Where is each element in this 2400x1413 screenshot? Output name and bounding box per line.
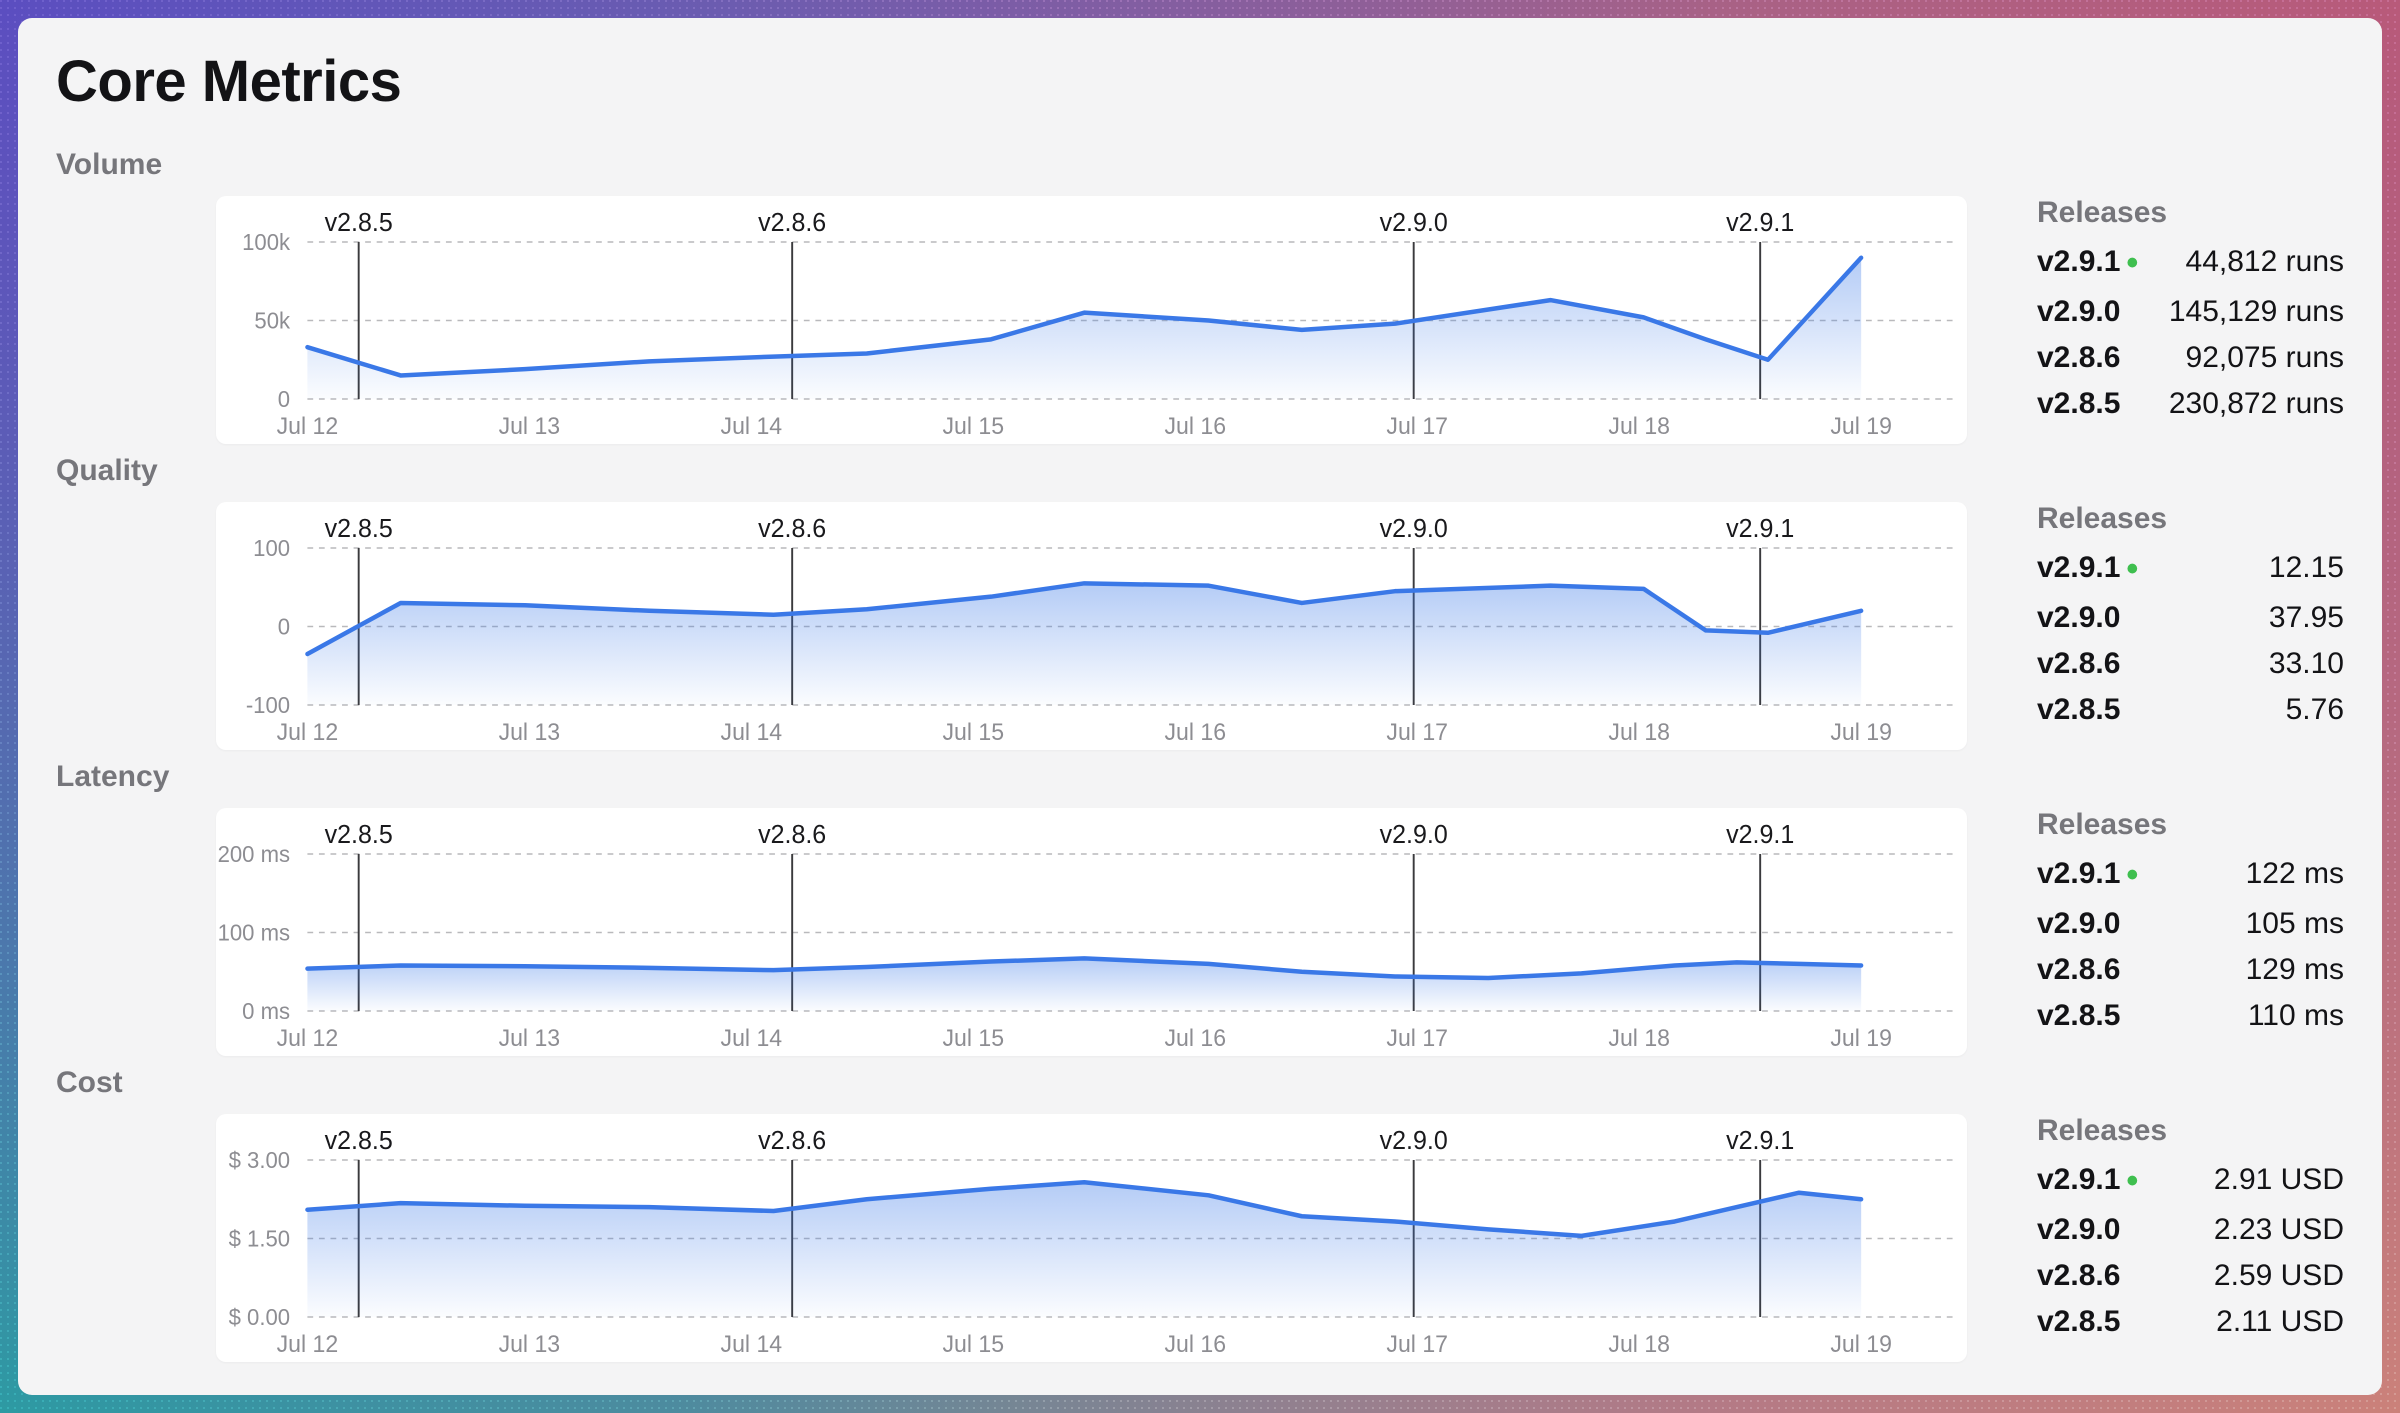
svg-text:Jul 19: Jul 19 xyxy=(1830,413,1892,439)
svg-text:200 ms: 200 ms xyxy=(218,842,291,867)
svg-text:Jul 15: Jul 15 xyxy=(943,413,1005,439)
svg-text:Jul 17: Jul 17 xyxy=(1386,413,1448,439)
svg-text:v2.8.5: v2.8.5 xyxy=(325,1127,393,1156)
svg-text:Jul 14: Jul 14 xyxy=(721,413,783,439)
svg-text:50k: 50k xyxy=(254,308,290,333)
svg-text:100k: 100k xyxy=(242,230,291,255)
svg-text:Jul 14: Jul 14 xyxy=(721,1331,783,1357)
svg-text:Jul 12: Jul 12 xyxy=(277,413,339,439)
svg-text:v2.9.1: v2.9.1 xyxy=(1726,1127,1794,1156)
svg-text:v2.8.5: v2.8.5 xyxy=(325,515,393,544)
svg-text:v2.8.5: v2.8.5 xyxy=(325,209,393,238)
svg-text:v2.8.6: v2.8.6 xyxy=(758,515,826,544)
svg-text:Jul 13: Jul 13 xyxy=(499,1331,561,1357)
svg-text:0: 0 xyxy=(278,387,290,412)
svg-text:Jul 17: Jul 17 xyxy=(1386,1331,1448,1357)
svg-text:Jul 16: Jul 16 xyxy=(1164,1025,1226,1051)
svg-text:-100: -100 xyxy=(246,693,290,718)
svg-text:Jul 17: Jul 17 xyxy=(1386,719,1448,745)
svg-text:v2.9.0: v2.9.0 xyxy=(1380,821,1448,850)
svg-text:v2.8.6: v2.8.6 xyxy=(758,1127,826,1156)
svg-text:Jul 18: Jul 18 xyxy=(1608,413,1670,439)
svg-text:Jul 19: Jul 19 xyxy=(1830,1331,1892,1357)
svg-text:v2.9.0: v2.9.0 xyxy=(1380,209,1448,238)
svg-text:$ 1.50: $ 1.50 xyxy=(229,1226,290,1251)
svg-text:Jul 14: Jul 14 xyxy=(721,719,783,745)
svg-text:100: 100 xyxy=(253,536,290,561)
svg-text:100 ms: 100 ms xyxy=(218,920,291,945)
svg-text:Jul 13: Jul 13 xyxy=(499,1025,561,1051)
svg-text:$ 0.00: $ 0.00 xyxy=(229,1305,290,1330)
svg-text:v2.8.6: v2.8.6 xyxy=(758,209,826,238)
svg-text:Jul 16: Jul 16 xyxy=(1164,719,1226,745)
svg-text:Jul 19: Jul 19 xyxy=(1830,719,1892,745)
svg-text:Jul 12: Jul 12 xyxy=(277,719,339,745)
svg-text:Jul 19: Jul 19 xyxy=(1830,1025,1892,1051)
svg-text:Jul 12: Jul 12 xyxy=(277,1331,339,1357)
svg-text:v2.9.1: v2.9.1 xyxy=(1726,515,1794,544)
svg-text:Jul 18: Jul 18 xyxy=(1608,1025,1670,1051)
svg-text:v2.9.0: v2.9.0 xyxy=(1380,1127,1448,1156)
svg-text:0 ms: 0 ms xyxy=(242,999,290,1024)
svg-text:v2.9.1: v2.9.1 xyxy=(1726,821,1794,850)
svg-text:v2.8.5: v2.8.5 xyxy=(325,821,393,850)
svg-text:$ 3.00: $ 3.00 xyxy=(229,1148,290,1173)
svg-text:Jul 18: Jul 18 xyxy=(1608,719,1670,745)
svg-text:Jul 16: Jul 16 xyxy=(1164,1331,1226,1357)
svg-text:v2.9.0: v2.9.0 xyxy=(1380,515,1448,544)
svg-text:Jul 14: Jul 14 xyxy=(721,1025,783,1051)
svg-text:Jul 12: Jul 12 xyxy=(277,1025,339,1051)
svg-text:Jul 18: Jul 18 xyxy=(1608,1331,1670,1357)
svg-text:Jul 13: Jul 13 xyxy=(499,719,561,745)
svg-text:Jul 17: Jul 17 xyxy=(1386,1025,1448,1051)
svg-text:v2.8.6: v2.8.6 xyxy=(758,821,826,850)
svg-text:Jul 16: Jul 16 xyxy=(1164,413,1226,439)
svg-text:Jul 15: Jul 15 xyxy=(943,1025,1005,1051)
svg-text:Jul 15: Jul 15 xyxy=(943,719,1005,745)
svg-text:v2.9.1: v2.9.1 xyxy=(1726,209,1794,238)
svg-text:0: 0 xyxy=(278,614,290,639)
svg-text:Jul 15: Jul 15 xyxy=(943,1331,1005,1357)
svg-text:Jul 13: Jul 13 xyxy=(499,413,561,439)
